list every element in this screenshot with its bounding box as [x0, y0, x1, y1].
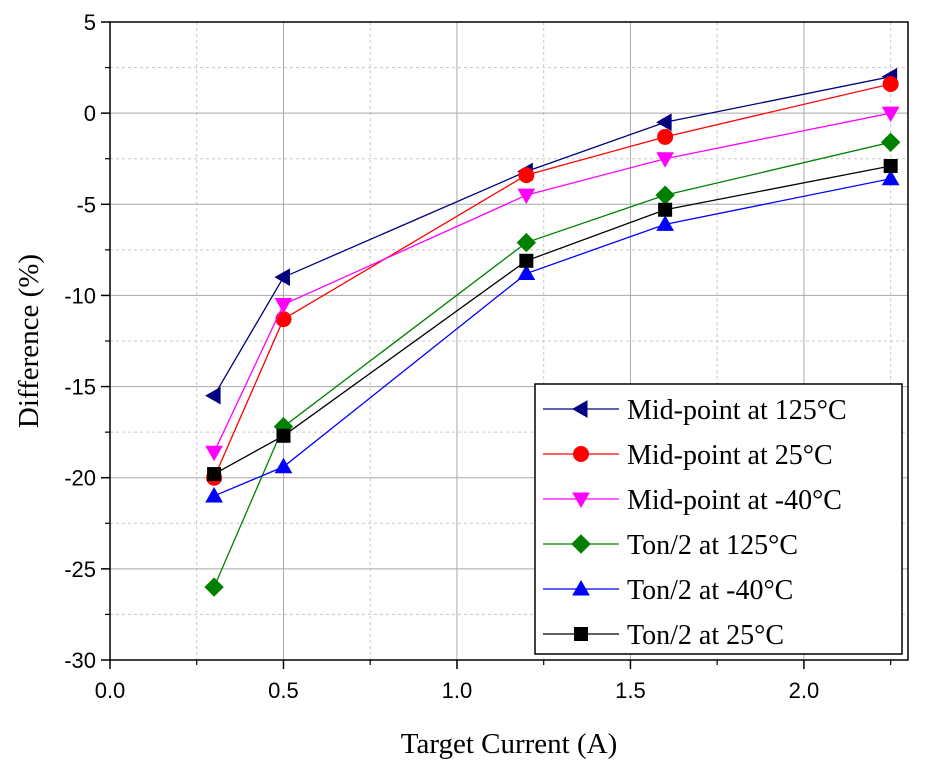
data-point	[656, 113, 672, 132]
legend-label: Ton/2 at -40°C	[627, 575, 793, 606]
data-point	[274, 268, 290, 287]
data-point	[658, 202, 673, 217]
legend-marker	[572, 579, 590, 596]
data-point	[657, 128, 674, 145]
data-point	[883, 159, 898, 174]
y-tick-label: -10	[64, 283, 96, 308]
data-point	[881, 106, 900, 123]
data-point	[519, 253, 534, 268]
y-tick-label: -25	[64, 557, 96, 582]
data-point	[517, 188, 536, 205]
legend-label: Mid-point at -40°C	[627, 485, 842, 516]
y-tick-label: 5	[84, 10, 96, 35]
data-point	[518, 167, 535, 184]
data-point	[204, 577, 224, 597]
x-tick-label: 0.5	[268, 678, 299, 703]
legend-item: Ton/2 at -40°C	[543, 575, 793, 606]
axes: 0.0 0.5 1.0 1.5 2.0 5 0 -5 -10 -15 -20 -25 -30	[64, 10, 892, 703]
data-point	[274, 457, 293, 474]
legend-marker	[571, 534, 591, 554]
y-axis-title: Difference (%)	[13, 254, 45, 428]
data-point	[517, 264, 536, 281]
data-point	[205, 386, 221, 405]
data-point	[205, 445, 223, 462]
legend-item: Mid-point at 125°C	[543, 395, 847, 426]
data-point	[205, 486, 223, 503]
data-point	[656, 215, 674, 231]
data-point	[882, 75, 899, 92]
data-point	[275, 311, 292, 328]
legend-marker	[572, 492, 590, 509]
data-point	[516, 232, 537, 253]
legend-marker	[573, 446, 589, 462]
data-point	[655, 185, 675, 205]
data-point	[880, 132, 901, 153]
x-tick-label: 1.0	[442, 678, 473, 703]
legend-label: Mid-point at 125°C	[627, 395, 847, 426]
series-group	[205, 169, 900, 503]
legend-item: Mid-point at 25°C	[543, 440, 833, 471]
y-tick-label: -30	[64, 648, 96, 673]
series-group	[205, 67, 898, 405]
x-tick-label: 2.0	[789, 678, 820, 703]
series-line	[213, 76, 891, 397]
legend-label: Ton/2 at 125°C	[627, 530, 798, 561]
x-tick-label: 1.5	[615, 678, 646, 703]
data-point	[881, 169, 900, 186]
y-tick-label: -15	[64, 375, 96, 400]
data-point	[656, 152, 674, 168]
x-tick-label: 0.0	[95, 678, 126, 703]
series-layer	[204, 67, 901, 597]
y-tick-label: -20	[64, 466, 96, 491]
y-tick-label: -5	[76, 192, 96, 217]
legend: Mid-point at 125°C Mid-point at 25°C Mid-p…	[534, 383, 903, 655]
data-point	[274, 298, 293, 314]
legend-item: Ton/2 at 25°C	[543, 620, 784, 651]
legend-box	[534, 383, 903, 655]
data-point	[276, 428, 291, 443]
series-group	[207, 159, 898, 482]
legend-marker	[571, 400, 588, 418]
data-point	[207, 467, 222, 482]
x-axis-title: Target Current (A)	[401, 728, 617, 760]
legend-marker	[574, 627, 588, 641]
legend-label: Ton/2 at 25°C	[627, 620, 784, 651]
legend-label: Mid-point at 25°C	[627, 440, 833, 471]
legend-item: Ton/2 at 125°C	[543, 530, 798, 561]
legend-item: Mid-point at -40°C	[543, 485, 842, 516]
series-group	[205, 106, 900, 462]
y-tick-label: 0	[84, 101, 96, 126]
